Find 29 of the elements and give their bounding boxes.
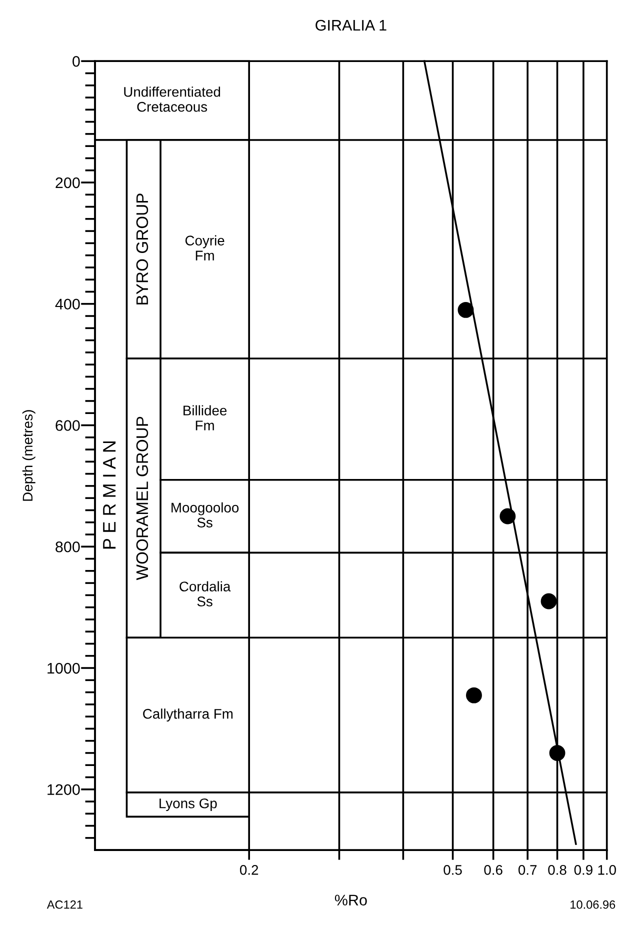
- y-tick-label: 800: [56, 541, 80, 552]
- x-tick-label: 0.6: [484, 865, 502, 875]
- band-label: Callytharra Fm: [143, 708, 233, 722]
- y-axis-title: Depth (metres): [22, 410, 36, 501]
- band-label: Billidee Fm: [184, 405, 227, 430]
- x-tick-label: 0.7: [518, 865, 537, 875]
- chart-title: GIRALIA 1: [316, 20, 386, 31]
- y-tick-label: 400: [55, 298, 80, 310]
- y-tick-label: 1200: [48, 784, 80, 796]
- band-label: Moogooloo Ss: [172, 502, 239, 528]
- x-tick-label: 0.9: [574, 865, 592, 875]
- band-label: Lyons Gp: [160, 798, 217, 812]
- text: AC121: [46, 900, 82, 909]
- y-tick-label: 1000: [48, 662, 80, 674]
- text: 10.06.96: [570, 900, 616, 909]
- band-label: P E R M I A N: [103, 441, 116, 549]
- x-tick-label: 0.5: [444, 865, 462, 875]
- band-label: Undifferentiated Cretaceous: [124, 86, 220, 112]
- x-tick-label: 1.0: [598, 865, 616, 875]
- x-axis-title: %Ro: [334, 894, 367, 906]
- x-tick-label: 0.2: [240, 865, 258, 875]
- y-tick-label: 200: [56, 177, 80, 188]
- band-label: Coyrie Fm: [185, 235, 224, 260]
- x-tick-label: 0.8: [548, 865, 566, 875]
- band-label: BYRO GROUP: [136, 194, 148, 304]
- y-tick-label: 600: [56, 420, 80, 431]
- y-tick-label: 0: [72, 56, 80, 67]
- band-label: WOORAMEL GROUP: [136, 416, 148, 580]
- band-label: Cordalia Ss: [180, 581, 231, 606]
